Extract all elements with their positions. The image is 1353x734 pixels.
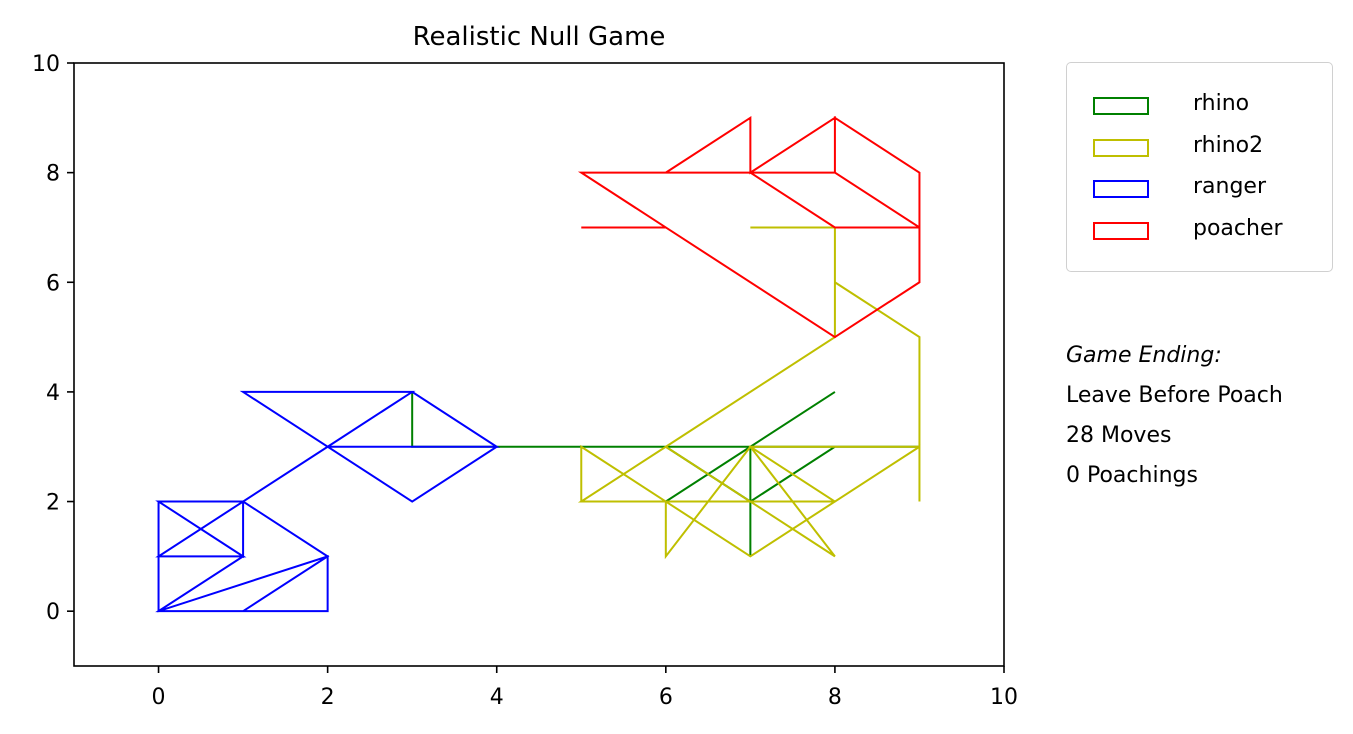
- x-tick-label: 8: [828, 685, 842, 710]
- legend-swatch-ranger: [1093, 180, 1149, 198]
- y-tick-label: 0: [46, 600, 60, 625]
- y-tick-label: 6: [46, 271, 60, 296]
- x-axis: 0 2 4 6 8 10: [152, 666, 1018, 710]
- x-tick-label: 0: [152, 685, 166, 710]
- chart-title: Realistic Null Game: [413, 22, 666, 52]
- x-tick-label: 4: [490, 685, 504, 710]
- legend-label-rhino2: rhino2: [1193, 133, 1264, 158]
- y-tick-label: 8: [46, 162, 60, 187]
- legend-label-rhino: rhino: [1193, 91, 1250, 116]
- y-tick-label: 4: [46, 381, 60, 406]
- y-tick-label: 2: [46, 491, 60, 516]
- moves-count: 28 Moves: [1066, 423, 1172, 448]
- y-tick-label: 10: [32, 52, 60, 77]
- legend-swatch-rhino: [1093, 97, 1149, 115]
- poachings-count: 0 Poachings: [1066, 463, 1198, 488]
- game-ending-heading: Game Ending:: [1066, 343, 1222, 368]
- plot-lines: [155, 115, 921, 613]
- legend-label-ranger: ranger: [1193, 174, 1267, 199]
- x-tick-label: 6: [659, 685, 673, 710]
- legend: rhino rhino2 ranger poacher: [1066, 62, 1333, 272]
- x-tick-label: 10: [990, 685, 1018, 710]
- legend-swatch-poacher: [1093, 222, 1149, 240]
- series-line-rhino2: [577, 226, 921, 560]
- legend-label-poacher: poacher: [1193, 216, 1283, 241]
- game-ending-type: Leave Before Poach: [1066, 383, 1283, 408]
- y-axis: 0 2 4 6 8 10: [32, 52, 74, 625]
- series-line-ranger: [155, 390, 501, 613]
- x-tick-label: 2: [321, 685, 335, 710]
- series-line-poacher: [577, 115, 921, 339]
- plot-frame: [73, 62, 1005, 667]
- legend-swatch-rhino2: [1093, 139, 1149, 157]
